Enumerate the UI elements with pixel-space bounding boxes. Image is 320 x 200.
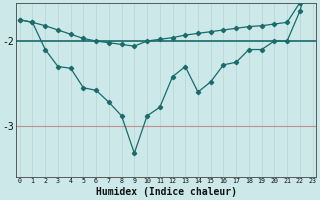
X-axis label: Humidex (Indice chaleur): Humidex (Indice chaleur): [96, 187, 237, 197]
